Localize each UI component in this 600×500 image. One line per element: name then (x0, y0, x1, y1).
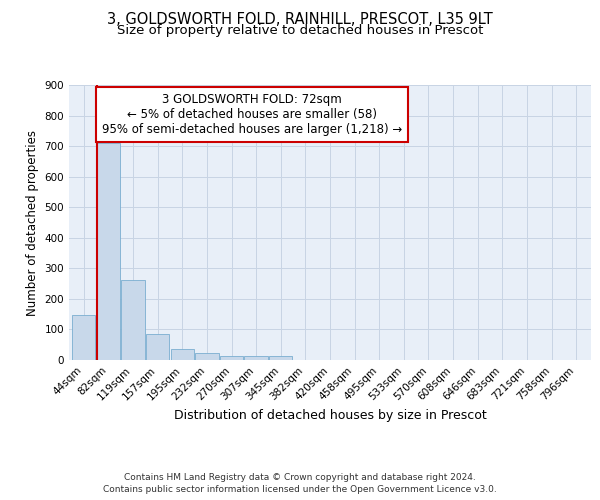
Bar (269, 356, 292, 360)
Text: Size of property relative to detached houses in Prescot: Size of property relative to detached ho… (117, 24, 483, 37)
Bar (121, 280, 145, 360)
Bar (97, 142, 120, 360)
Bar (170, 349, 194, 360)
Bar (244, 356, 268, 360)
Y-axis label: Number of detached properties: Number of detached properties (26, 130, 39, 316)
Text: 3, GOLDSWORTH FOLD, RAINHILL, PRESCOT, L35 9LT: 3, GOLDSWORTH FOLD, RAINHILL, PRESCOT, L… (107, 12, 493, 28)
Bar (220, 356, 243, 360)
Text: 3 GOLDSWORTH FOLD: 72sqm
← 5% of detached houses are smaller (58)
95% of semi-de: 3 GOLDSWORTH FOLD: 72sqm ← 5% of detache… (101, 93, 402, 136)
Bar (72, 315, 95, 360)
Bar (146, 334, 169, 360)
Text: Contains HM Land Registry data © Crown copyright and database right 2024.
Contai: Contains HM Land Registry data © Crown c… (103, 472, 497, 494)
Bar (195, 354, 218, 360)
X-axis label: Distribution of detached houses by size in Prescot: Distribution of detached houses by size … (173, 408, 487, 422)
